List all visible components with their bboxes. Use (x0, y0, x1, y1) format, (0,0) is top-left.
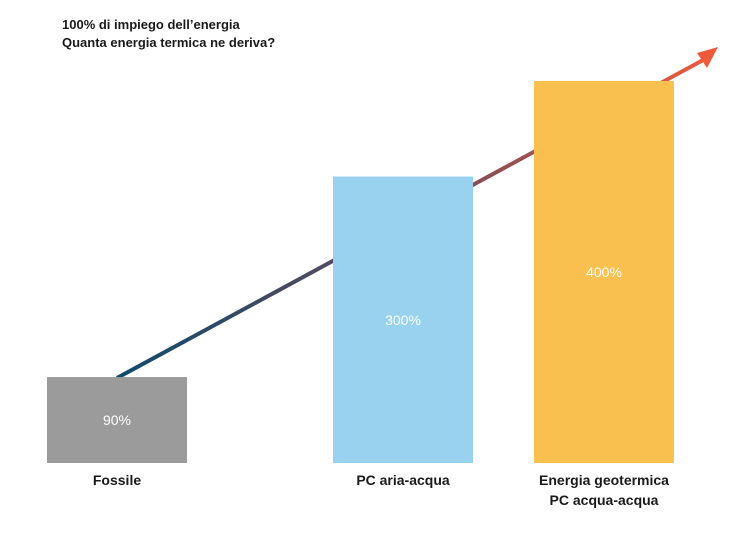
bar-1 (47, 377, 187, 463)
category-label-2: PC aria-acqua (356, 472, 450, 488)
bar-2 (333, 176, 473, 463)
chart-title-line-1: 100% di impiego dell’energia (62, 17, 240, 32)
bar-value-label-2: 300% (385, 312, 421, 328)
bar-value-label-3: 400% (586, 264, 622, 280)
chart-title-line-2: Quanta energia termica ne deriva? (62, 35, 276, 50)
category-label-3-line-2: PC acqua-acqua (550, 492, 659, 508)
bar-3 (534, 81, 674, 463)
category-label-1: Fossile (93, 472, 141, 488)
trend-arrow-head-icon (697, 47, 718, 68)
category-label-3-line-1: Energia geotermica (539, 472, 669, 488)
bar-value-label-1: 90% (103, 412, 131, 428)
